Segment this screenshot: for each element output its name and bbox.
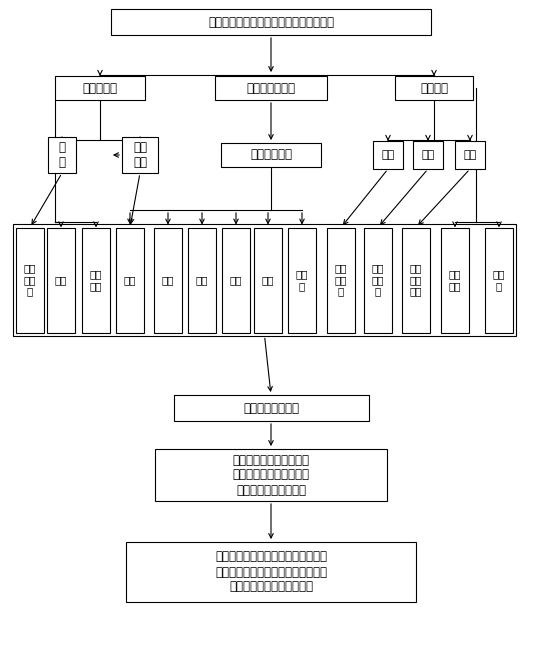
- Bar: [82, 227, 110, 333]
- Bar: [55, 76, 145, 100]
- Text: 曲率: 曲率: [262, 275, 274, 285]
- Text: 气象资料: 气象资料: [420, 81, 448, 95]
- Bar: [221, 143, 321, 167]
- Text: 距水
系距
离: 距水 系距 离: [335, 264, 347, 297]
- Bar: [395, 76, 473, 100]
- Bar: [455, 141, 485, 169]
- Bar: [126, 542, 416, 602]
- Text: 坡度: 坡度: [230, 275, 242, 285]
- Bar: [373, 141, 403, 169]
- Text: 高程: 高程: [162, 275, 174, 285]
- Bar: [222, 227, 250, 333]
- Text: 微地
貌: 微地 貌: [296, 269, 308, 291]
- Text: 距离
房屋
距离: 距离 房屋 距离: [410, 264, 422, 297]
- Text: 植被
指数: 植被 指数: [449, 269, 461, 291]
- Bar: [188, 227, 216, 333]
- Bar: [48, 137, 76, 173]
- Bar: [122, 137, 158, 173]
- Text: 根据待评定区域内各个栅格小区的滑
坡灾害发生概率值，确定待评定区域
的滑坡易发性区划评定结果: 根据待评定区域内各个栅格小区的滑 坡灾害发生概率值，确定待评定区域 的滑坡易发性…: [215, 550, 327, 594]
- Text: 地层
倾向: 地层 倾向: [133, 141, 147, 169]
- Text: 房屋: 房屋: [463, 150, 476, 160]
- Bar: [402, 227, 430, 333]
- Bar: [327, 227, 355, 333]
- Bar: [47, 227, 75, 333]
- Bar: [16, 227, 44, 333]
- Text: 水系: 水系: [382, 150, 395, 160]
- Text: 倾坡
类型: 倾坡 类型: [90, 269, 102, 291]
- Bar: [155, 449, 387, 501]
- Bar: [254, 227, 282, 333]
- Text: 降雨
量: 降雨 量: [493, 269, 505, 291]
- Text: 量化和归一化处理: 量化和归一化处理: [243, 401, 299, 415]
- Bar: [173, 395, 369, 421]
- Text: 坡向: 坡向: [124, 275, 136, 285]
- Text: 数字高程模型: 数字高程模型: [250, 148, 292, 162]
- Text: 道路: 道路: [421, 150, 435, 160]
- Bar: [485, 227, 513, 333]
- Text: 断
层: 断 层: [59, 141, 66, 169]
- Bar: [111, 9, 431, 35]
- Bar: [116, 227, 144, 333]
- Bar: [364, 227, 392, 333]
- Text: 区域地质图: 区域地质图: [82, 81, 118, 95]
- Text: 距断
层距
离: 距断 层距 离: [24, 264, 36, 297]
- Bar: [413, 141, 443, 169]
- Bar: [154, 227, 182, 333]
- Text: 代入至滑坡灾害发生概率
模型，得到栅格小区对应
的滑坡灾害发生概率值: 代入至滑坡灾害发生概率 模型，得到栅格小区对应 的滑坡灾害发生概率值: [233, 454, 309, 497]
- Bar: [441, 227, 469, 333]
- Bar: [215, 76, 327, 100]
- Text: 坡位: 坡位: [196, 275, 208, 285]
- Text: 无人机遥感影像: 无人机遥感影像: [247, 81, 295, 95]
- Bar: [13, 225, 516, 336]
- Text: 岩性: 岩性: [55, 275, 67, 285]
- Bar: [288, 227, 316, 333]
- Text: 距道
路距
离: 距道 路距 离: [372, 264, 384, 297]
- Text: 区域地质图、气象资料和无人机遥感影像: 区域地质图、气象资料和无人机遥感影像: [208, 15, 334, 28]
